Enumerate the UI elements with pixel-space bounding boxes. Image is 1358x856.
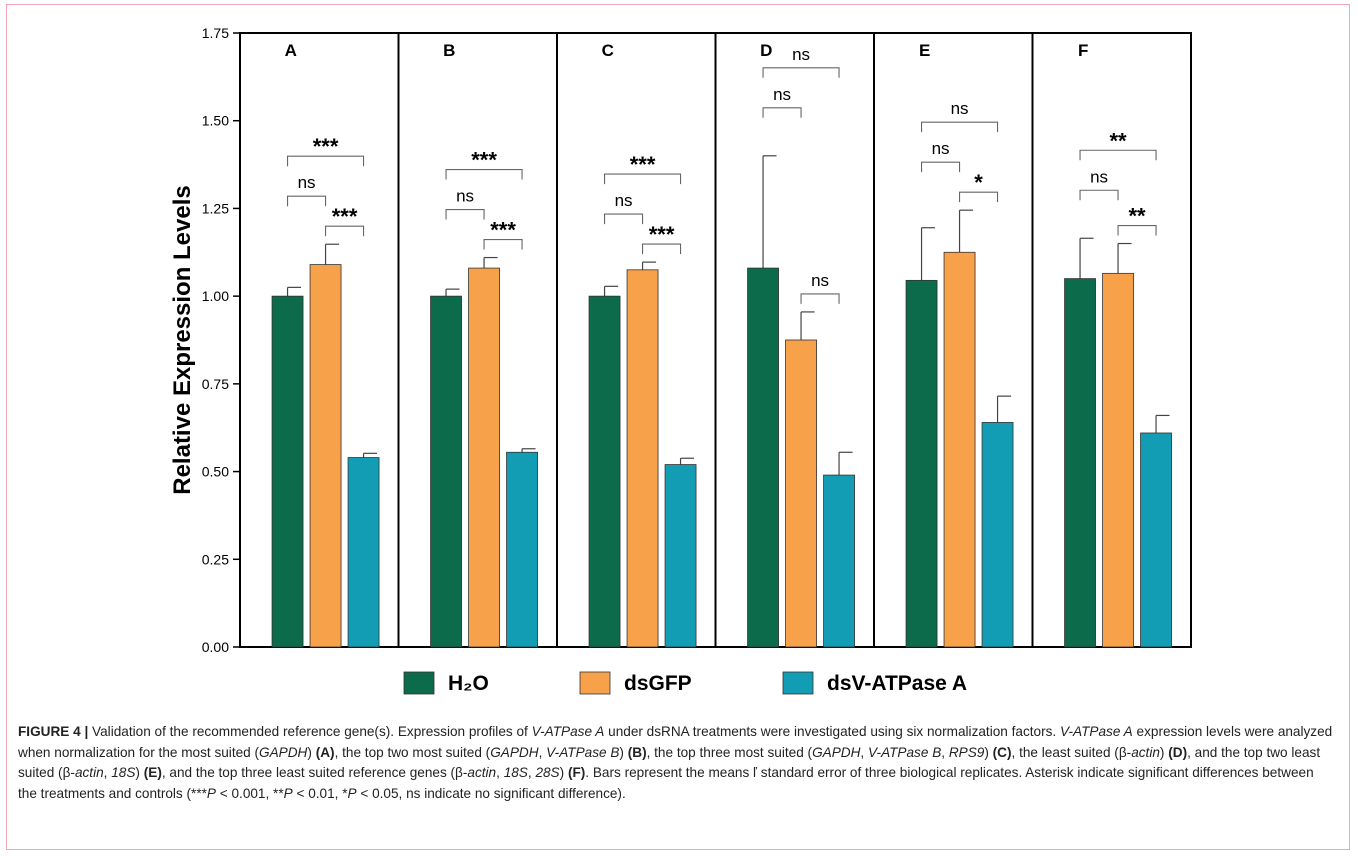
significance-label: ***	[490, 218, 516, 243]
significance-label: ***	[332, 204, 358, 229]
bar-dsgfp	[1102, 272, 1134, 648]
significance-bracket	[286, 155, 365, 167]
significance-label: ns	[1090, 167, 1108, 186]
significance-bracket	[1079, 189, 1119, 201]
y-tick-label: 1.75	[202, 25, 229, 41]
bar-dsvatpasea	[1140, 432, 1172, 648]
bar-dsgfp	[309, 264, 342, 648]
y-tick-label: 1.00	[202, 288, 229, 304]
bar-ho	[588, 295, 621, 648]
significance-bracket	[920, 121, 999, 133]
significance-bracket	[603, 173, 682, 185]
bar-dsgfp	[943, 251, 976, 648]
bar-ho	[271, 295, 304, 648]
legend-label: H₂O	[448, 672, 489, 695]
significance-label: ns	[773, 85, 791, 104]
caption-text: Validation of the recommended reference …	[18, 724, 1333, 801]
significance-label: **	[1128, 204, 1146, 229]
y-tick-label: 0.50	[202, 464, 229, 480]
legend-label: dsV-ATPase A	[827, 672, 967, 695]
bar-dsvatpasea	[506, 451, 538, 648]
y-tick-label: 1.25	[202, 200, 229, 216]
bar-dsvatpasea	[347, 457, 380, 648]
legend-swatch	[579, 671, 611, 695]
legend-swatch	[403, 671, 435, 695]
bar-dsgfp	[785, 339, 817, 648]
legend-label: dsGFP	[624, 672, 692, 695]
bar-ho	[430, 295, 462, 648]
bar-chart: 0.00 0.25 0.50 0.75 1.00 1.25 1.50 1.75 Relative…	[169, 25, 1192, 695]
bar-dsgfp	[626, 269, 659, 648]
significance-bracket	[445, 168, 523, 180]
legend-swatch	[782, 671, 814, 695]
significance-bracket	[958, 191, 999, 203]
significance-bracket	[1117, 224, 1157, 236]
panel-label: A	[285, 41, 297, 60]
panel-label: B	[443, 41, 455, 60]
significance-label: ns	[932, 139, 950, 158]
significance-label: ***	[630, 152, 656, 177]
significance-label: ns	[811, 271, 829, 290]
bar-dsgfp	[468, 267, 500, 648]
significance-label: ns	[456, 187, 474, 206]
bar-ho	[747, 267, 779, 648]
caption-label: FIGURE 4 |	[18, 724, 89, 739]
significance-label: **	[1109, 128, 1127, 153]
significance-bracket	[800, 293, 840, 304]
y-tick-label: 1.50	[202, 113, 229, 129]
bar-ho	[905, 279, 938, 648]
significance-bracket	[762, 67, 840, 78]
panel-label: F	[1078, 41, 1088, 60]
panel-label: D	[760, 41, 772, 60]
significance-label: ns	[615, 191, 633, 210]
significance-bracket	[641, 243, 682, 255]
panel-label: C	[602, 41, 614, 60]
significance-label: *	[974, 170, 983, 195]
significance-bracket	[324, 225, 365, 237]
significance-label: ***	[649, 222, 675, 247]
bar-dsvatpasea	[823, 474, 855, 648]
significance-bracket	[762, 107, 802, 118]
panel-label: E	[919, 41, 930, 60]
significance-label: ***	[471, 148, 497, 173]
significance-bracket	[445, 208, 485, 220]
bar-dsvatpasea	[664, 464, 697, 648]
significance-label: ns	[792, 45, 810, 64]
significance-bracket	[603, 213, 644, 225]
significance-label: ns	[951, 99, 969, 118]
significance-label: ***	[313, 134, 339, 159]
significance-label: ns	[298, 173, 316, 192]
significance-bracket	[920, 161, 961, 173]
significance-bracket	[483, 238, 523, 250]
bar-dsvatpasea	[981, 422, 1014, 648]
bar-ho	[1064, 278, 1096, 648]
figure-frame	[6, 4, 1350, 850]
y-tick-label: 0.75	[202, 376, 229, 392]
figure-caption: FIGURE 4 | Validation of the recommended…	[18, 722, 1336, 804]
significance-bracket	[1079, 149, 1157, 161]
y-tick-label: 0.00	[202, 639, 229, 655]
significance-bracket	[286, 195, 327, 207]
y-tick-label: 0.25	[202, 551, 229, 567]
y-axis-label: Relative Expression Levels	[169, 185, 196, 495]
